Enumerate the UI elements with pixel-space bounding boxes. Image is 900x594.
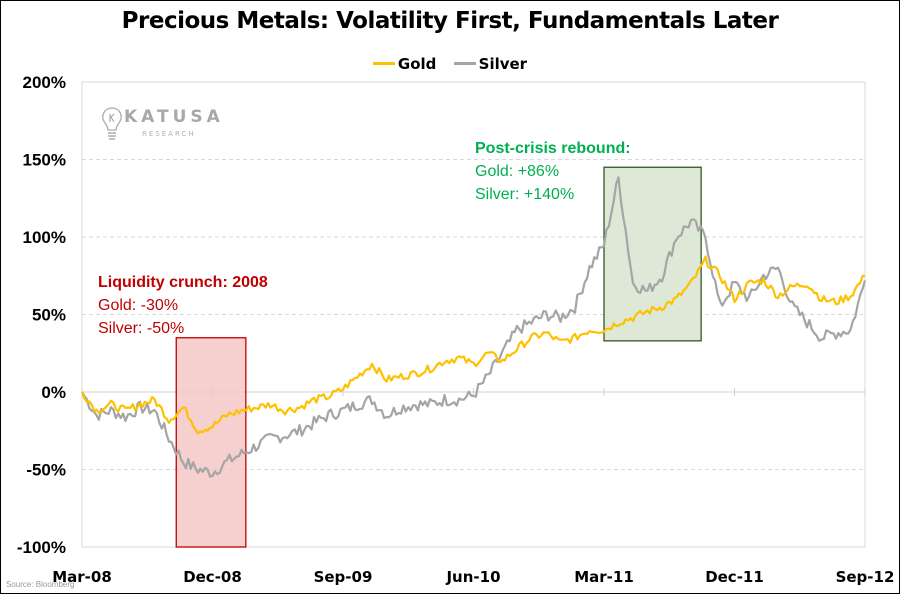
annotation-box-liquidity-crunch <box>175 337 247 548</box>
watermark-sub: RESEARCH <box>142 130 196 138</box>
legend-item-silver: Silver <box>453 54 528 73</box>
source-note: Source: Bloomberg <box>6 580 75 589</box>
legend-label-silver: Silver <box>478 54 528 73</box>
y-tick-label: -100% <box>17 538 66 557</box>
legend-swatch-silver <box>453 62 476 65</box>
y-tick-label: 150% <box>23 151 66 170</box>
lightbulb-icon <box>102 107 122 140</box>
chart-title: Precious Metals: Volatility First, Funda… <box>121 8 779 34</box>
annotation-liquidity-title: Liquidity crunch: 2008 <box>98 274 268 291</box>
x-axis-ticks: Mar-08 Dec-08 Sep-09 Jun-10 Mar-11 Dec-11 Sep-… <box>52 568 894 586</box>
y-tick-label: 50% <box>32 306 66 325</box>
annotation-rebound-silver: Silver: +140% <box>475 186 574 203</box>
legend: Gold Silver <box>0 51 900 73</box>
x-tick-label: Dec-11 <box>705 568 764 586</box>
y-tick-label: 0% <box>41 383 66 402</box>
annotation-liquidity-gold: Gold: -30% <box>98 297 178 314</box>
series-line-silver <box>81 176 867 478</box>
annotation-rebound-title: Post-crisis rebound: <box>475 140 631 157</box>
legend-item-gold: Gold <box>372 54 437 73</box>
legend-label-gold: Gold <box>397 54 437 73</box>
series-line-gold <box>80 255 865 435</box>
x-tick-label: Mar-11 <box>574 568 634 586</box>
annotation-rebound-gold: Gold: +86% <box>475 163 559 180</box>
x-tick-label: Sep-09 <box>314 568 373 586</box>
annotation-boxes <box>175 166 702 548</box>
watermark-name: KATUSA <box>124 107 224 127</box>
y-tick-label: 200% <box>23 73 66 92</box>
series-lines <box>80 176 867 478</box>
legend-swatch-gold <box>372 62 395 65</box>
y-tick-label: 100% <box>23 228 66 247</box>
annotation-liquidity-silver: Silver: -50% <box>98 320 184 337</box>
x-tick-label: Jun-10 <box>445 568 500 586</box>
y-tick-label: -50% <box>26 461 66 480</box>
y-axis-ticks: 200% 150% 100% 50% 0% -50% -100% <box>17 73 66 557</box>
annotation-box-post-crisis-rebound <box>603 166 702 342</box>
x-tick-label: Sep-12 <box>836 568 895 586</box>
x-tick-label: Mar-08 <box>52 568 112 586</box>
x-tick-label: Dec-08 <box>183 568 242 586</box>
